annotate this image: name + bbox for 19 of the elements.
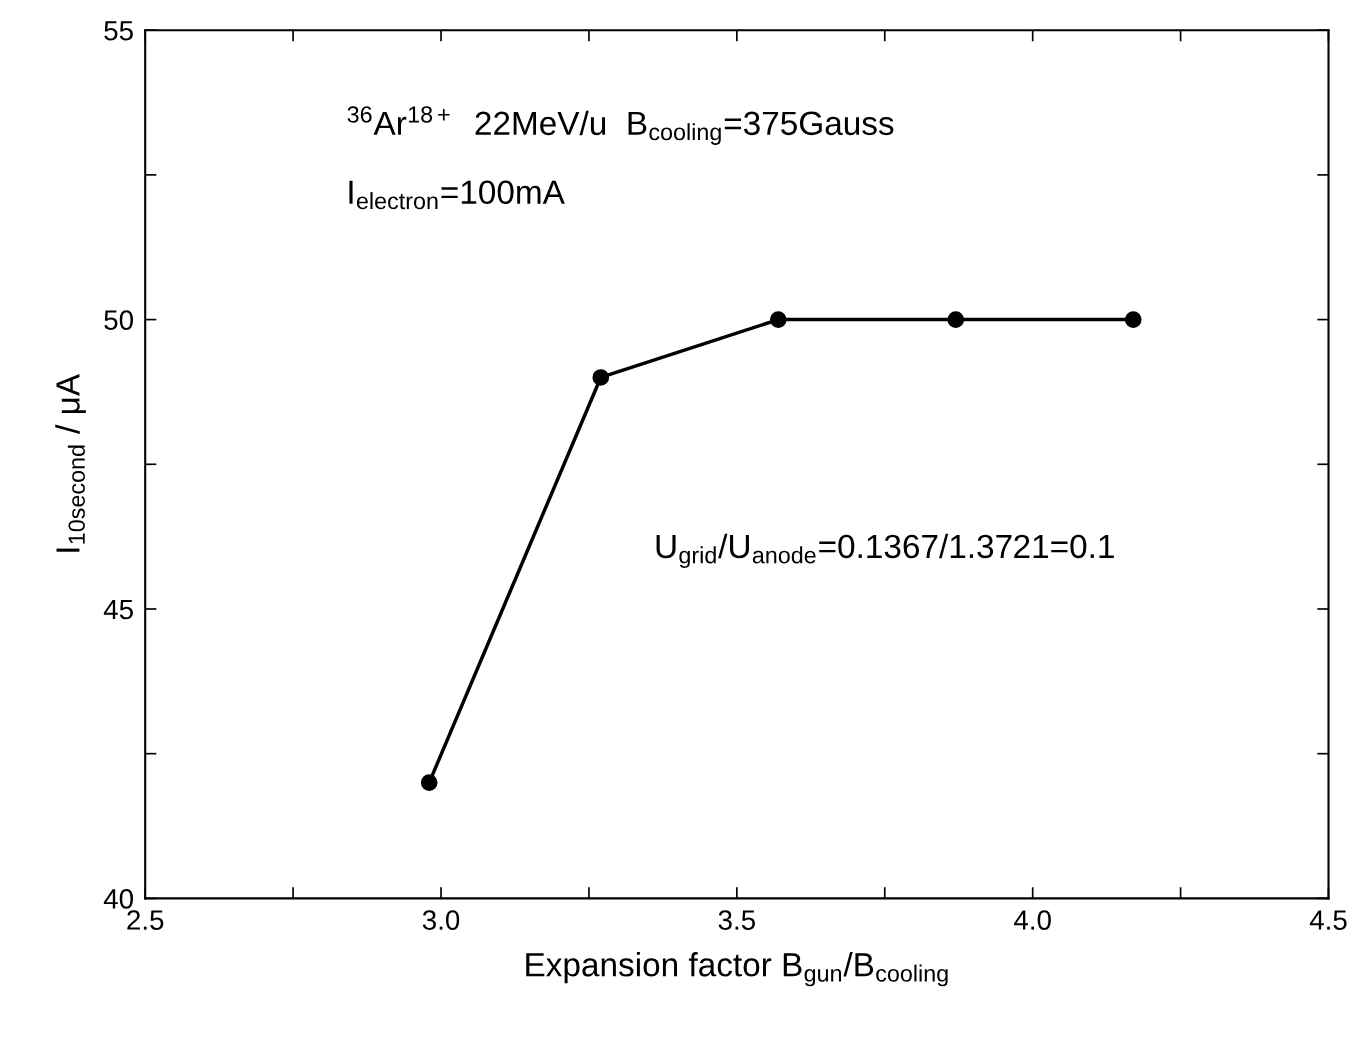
x-tick-label: 4.0 xyxy=(1014,910,1051,930)
y-axis-title: I$_{10second}$ / μA xyxy=(55,373,86,552)
annotation: I$_{electron}$=100mA xyxy=(349,180,565,210)
x-axis-title: Expansion factor B$_{gun}$/B$_{cooling}$ xyxy=(526,952,948,987)
point xyxy=(420,774,438,791)
annotation: $^{36}$Ar$^{18+}$ 22MeV/u B$_{cooling}$=375Gauss xyxy=(347,106,894,145)
y-tick-label: 40 xyxy=(103,889,133,909)
point xyxy=(1124,311,1142,328)
x-tick-label: 3.5 xyxy=(718,910,755,930)
x-tick-label: 3.0 xyxy=(422,910,460,930)
y-tick-label: 55 xyxy=(104,21,133,41)
x-tick-label: 2.5 xyxy=(127,910,164,930)
x-tick-label: 4.5 xyxy=(1309,910,1347,930)
y-tick-label: 45 xyxy=(103,599,133,620)
point xyxy=(769,311,787,328)
annotation: U$_{grid}$/U$_{anode}$=0.1367/1.3721=0.1 xyxy=(656,533,1114,569)
y-tick-label: 50 xyxy=(104,310,133,330)
point xyxy=(947,311,965,328)
point xyxy=(592,369,610,386)
